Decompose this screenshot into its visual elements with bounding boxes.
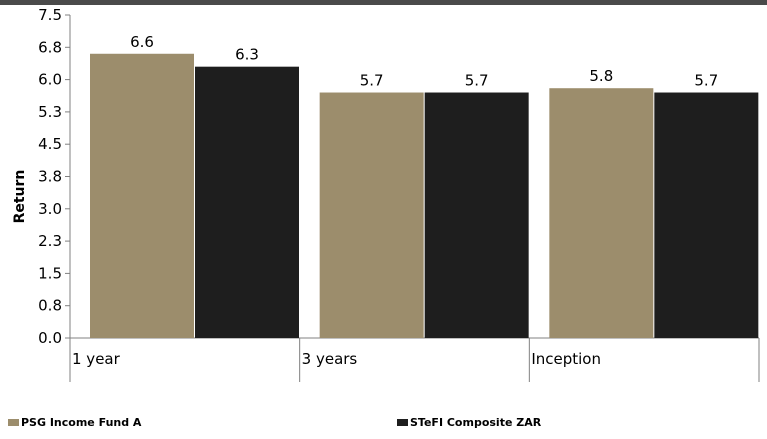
bar-data-label: 5.7 — [360, 72, 384, 90]
legend-item-stefi-composite-zar: STeFI Composite ZAR — [397, 416, 541, 429]
y-tick-label: 3.8 — [38, 168, 62, 186]
bar — [319, 92, 424, 339]
y-tick-label: 6.0 — [38, 71, 62, 89]
x-tick-label: 3 years — [302, 350, 358, 368]
legend-swatch-psg-income-fund-a — [8, 419, 19, 426]
x-tick-label: 1 year — [72, 350, 121, 368]
bar-data-label: 5.7 — [694, 72, 718, 90]
legend-label-stefi-composite-zar: STeFI Composite ZAR — [410, 416, 542, 429]
bar-data-label: 5.7 — [465, 72, 489, 90]
y-axis-title: Return — [12, 170, 28, 224]
x-tick-label: Inception — [531, 350, 601, 368]
y-tick-label: 6.8 — [38, 38, 62, 56]
y-tick-label: 0.0 — [38, 329, 62, 347]
legend-swatch-stefi-composite-zar — [397, 419, 408, 426]
top-border — [0, 0, 767, 5]
y-tick-label: 7.5 — [38, 6, 62, 24]
legend-label-psg-income-fund-a: PSG Income Fund A — [21, 416, 142, 429]
bar — [549, 88, 654, 338]
y-tick-label: 1.5 — [38, 264, 62, 282]
y-tick-label: 2.3 — [38, 232, 62, 250]
bar-data-label: 5.8 — [589, 67, 613, 85]
bar — [424, 92, 529, 339]
y-tick-label: 4.5 — [38, 135, 62, 153]
bar-data-label: 6.3 — [235, 46, 259, 64]
bar-data-label: 6.6 — [130, 33, 154, 51]
bar — [654, 92, 759, 339]
bar — [90, 53, 194, 338]
y-tick-label: 5.3 — [38, 103, 62, 121]
legend-item-psg-income-fund-a: PSG Income Fund A — [8, 416, 141, 429]
y-tick-label: 0.8 — [38, 297, 62, 315]
y-tick-label: 3.0 — [38, 200, 62, 218]
bar — [195, 66, 299, 339]
